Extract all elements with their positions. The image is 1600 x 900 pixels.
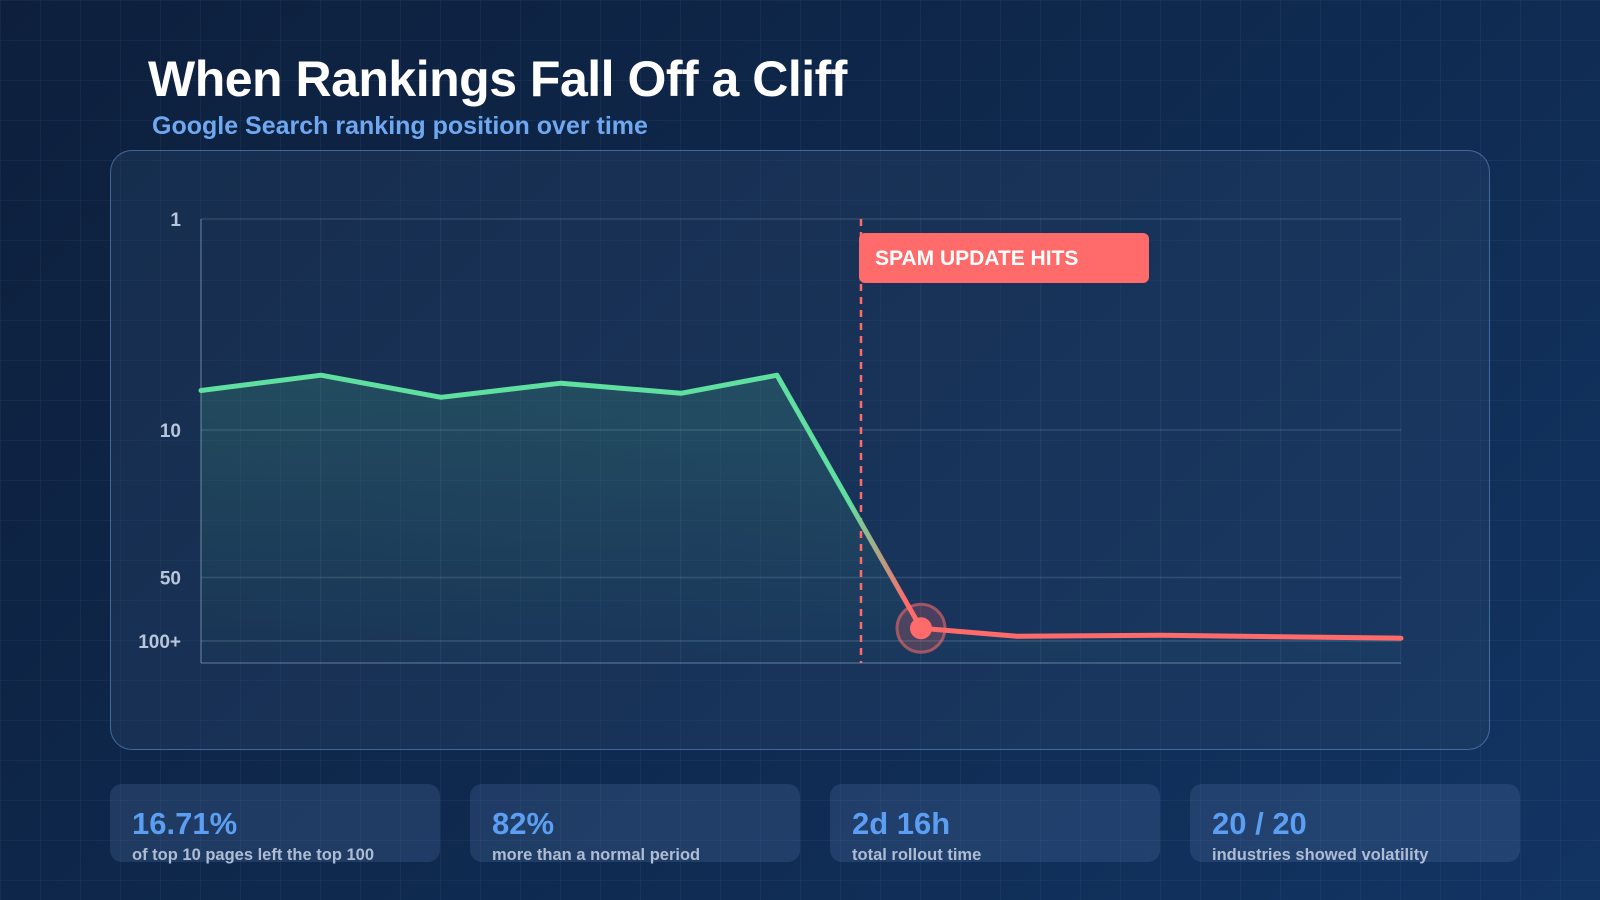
y-tick-label: 10 <box>160 421 181 442</box>
spam-update-label-box <box>859 233 1149 283</box>
stat-card-rollout-time: 2d 16h total rollout time <box>830 784 1160 864</box>
area-fill <box>201 375 1401 663</box>
y-tick-label: 1 <box>170 210 181 231</box>
y-tick-label: 100+ <box>138 632 181 653</box>
stat-label: more than a normal period <box>492 846 701 864</box>
stat-label: industries showed volatility <box>1212 846 1429 864</box>
page-title: When Rankings Fall Off a Cliff <box>148 51 847 107</box>
stat-value: 82% <box>492 806 555 841</box>
ranking-line-chart: 1 10 50 100+ SPAM UPDATE HITS <box>138 210 1404 664</box>
data-point <box>1014 633 1020 639</box>
highlight-point <box>910 617 932 640</box>
data-point <box>774 372 780 378</box>
data-point <box>438 394 444 400</box>
spam-update-label-text: SPAM UPDATE HITS <box>875 247 1078 270</box>
chart-panel: 1 10 50 100+ SPAM UPDATE HITS <box>110 150 1490 750</box>
series-line-ranking <box>198 372 1404 641</box>
data-point <box>198 388 204 394</box>
stat-card-above-normal: 82% more than a normal period <box>470 784 800 864</box>
data-point <box>1398 635 1404 641</box>
stat-card-top10-left: 16.71% of top 10 pages left the top 100 <box>110 784 440 864</box>
stat-value: 20 / 20 <box>1212 806 1307 841</box>
stat-label: of top 10 pages left the top 100 <box>132 846 375 864</box>
page-subtitle: Google Search ranking position over time <box>152 112 648 140</box>
data-point <box>678 390 684 396</box>
stat-label: total rollout time <box>852 846 982 864</box>
data-point <box>558 380 564 386</box>
y-tick-label: 50 <box>160 568 181 589</box>
stat-value: 2d 16h <box>852 806 951 841</box>
data-point <box>318 372 324 378</box>
stat-value: 16.71% <box>132 806 238 841</box>
stat-card-industries: 20 / 20 industries showed volatility <box>1190 784 1520 864</box>
data-point <box>1158 632 1164 638</box>
